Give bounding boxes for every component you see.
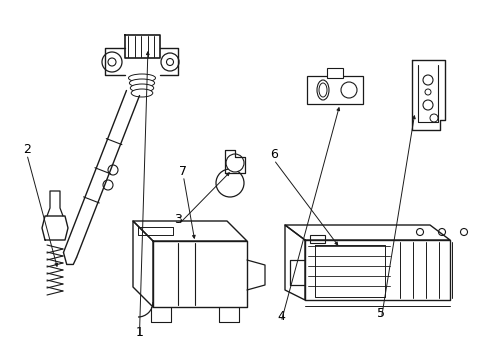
Ellipse shape (129, 79, 154, 87)
Circle shape (416, 229, 423, 235)
Ellipse shape (130, 84, 153, 92)
Circle shape (102, 52, 122, 72)
Ellipse shape (316, 80, 328, 100)
Circle shape (429, 114, 437, 122)
Circle shape (422, 75, 432, 85)
Circle shape (424, 89, 430, 95)
Circle shape (225, 154, 244, 172)
Circle shape (161, 53, 179, 71)
Circle shape (108, 58, 116, 66)
Circle shape (103, 180, 113, 190)
Circle shape (438, 229, 445, 235)
Text: 2: 2 (23, 143, 31, 156)
Bar (306, 76, 362, 104)
Circle shape (422, 100, 432, 110)
Circle shape (340, 82, 356, 98)
Bar (309, 235, 325, 243)
Ellipse shape (128, 74, 155, 82)
Circle shape (216, 169, 244, 197)
Bar (326, 68, 342, 78)
Text: 3: 3 (174, 213, 182, 226)
Circle shape (166, 58, 173, 66)
Text: 4: 4 (277, 310, 285, 323)
Text: 6: 6 (269, 148, 277, 161)
Text: 7: 7 (179, 165, 187, 177)
Text: 5: 5 (377, 307, 385, 320)
Circle shape (460, 229, 467, 235)
Ellipse shape (318, 83, 326, 97)
Text: 1: 1 (135, 327, 143, 339)
Circle shape (108, 165, 118, 175)
Ellipse shape (131, 89, 152, 97)
